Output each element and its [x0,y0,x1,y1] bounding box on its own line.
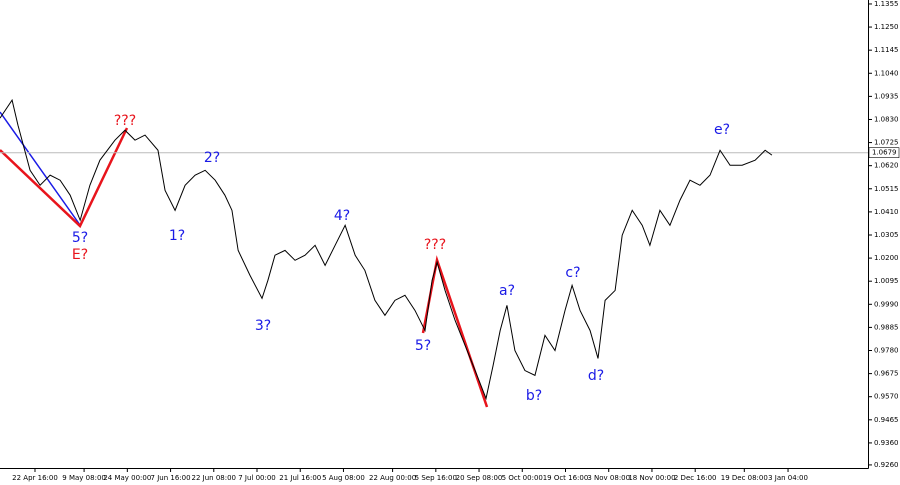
x-tick-label: 7 Jul 00:00 [238,474,276,482]
x-tick-label: 22 Apr 16:00 [12,474,58,482]
x-tick-label: 3 Nov 08:00 [587,474,630,482]
y-tick-label: 1.0935 [874,92,899,100]
wave-label: 1? [169,228,185,244]
y-tick-label: 1.0620 [874,162,899,170]
wave-label: ??? [114,113,136,129]
wave-label: c? [565,265,580,281]
wave-label: E? [72,247,88,263]
wave-label: d? [588,368,604,384]
y-tick-label: 1.0200 [874,254,899,262]
x-tick-label: 20 Sep 08:00 [456,474,503,482]
y-tick-label: 1.0725 [874,139,899,147]
x-tick-label: 5 Sep 16:00 [415,474,457,482]
x-tick-label: 7 Jun 16:00 [151,474,191,482]
y-tick-label: 0.9360 [874,439,899,447]
last-price-label: 1.0679 [872,149,897,157]
price-line [0,98,773,401]
x-tick-label: 9 May 08:00 [62,474,106,482]
y-tick-label: 0.9465 [874,416,899,424]
x-tick-label: 21 Jul 16:00 [279,474,321,482]
y-tick-label: 0.9780 [874,347,899,355]
y-tick-label: 1.1040 [874,69,899,77]
last-price-tag [868,147,900,158]
x-tick-label: 5 Oct 00:00 [502,474,543,482]
wave-label: 5? [415,338,431,354]
y-tick-label: 0.9570 [874,393,899,401]
wave-label: 2? [204,150,220,166]
y-tick-label: 0.9675 [874,370,899,378]
y-tick-label: 1.1355 [874,0,899,8]
x-tick-label: 19 Dec 08:00 [721,474,768,482]
wave-line [0,111,81,226]
y-tick-label: 0.9885 [874,323,899,331]
wave-label: 5? [72,230,88,246]
y-tick-label: 0.9990 [874,300,899,308]
y-tick-label: 1.0095 [874,277,899,285]
x-tick-label: 19 Oct 16:00 [543,474,589,482]
y-tick-label: 1.1250 [874,23,899,31]
y-tick-label: 0.9260 [874,461,899,469]
x-tick-label: 2 Dec 16:00 [674,474,717,482]
y-tick-label: 1.0305 [874,231,899,239]
wave-label: b? [526,388,542,404]
x-tick-label: 24 May 00:00 [103,474,151,482]
wave-line [0,127,129,229]
y-tick-label: 1.0410 [874,208,899,216]
y-tick-label: 1.1145 [874,46,899,54]
y-tick-label: 1.0830 [874,115,899,123]
x-tick-label: 22 Aug 00:00 [369,474,416,482]
y-tick-label: 1.0515 [874,185,899,193]
wave-label: a? [499,283,515,299]
x-tick-label: 18 Nov 00:00 [628,474,675,482]
wave-label: ??? [424,237,446,253]
x-tick-label: 3 Jan 04:00 [768,474,808,482]
x-tick-label: 5 Aug 08:00 [322,474,365,482]
wave-label: 4? [334,208,350,224]
wave-label: e? [714,122,730,138]
x-tick-label: 22 Jun 08:00 [192,474,236,482]
wave-label: 3? [255,318,271,334]
